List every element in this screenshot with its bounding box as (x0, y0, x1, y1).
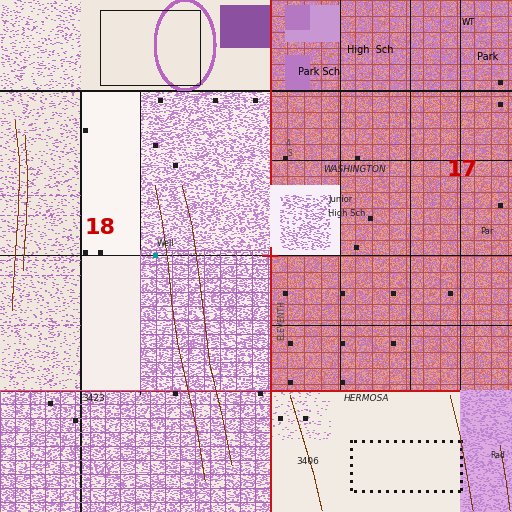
Text: Park: Park (477, 52, 499, 62)
Text: S: S (288, 148, 293, 158)
Text: HERMOSA: HERMOSA (343, 394, 389, 403)
Text: 3423: 3423 (82, 394, 105, 403)
Text: 17: 17 (446, 160, 478, 180)
Text: Well: Well (157, 239, 175, 248)
Text: High  Sch: High Sch (347, 45, 393, 55)
Text: 3406: 3406 (296, 458, 319, 466)
Text: WASHINGTON: WASHINGTON (324, 165, 387, 175)
Text: Junior: Junior (328, 196, 352, 204)
Text: 18: 18 (84, 218, 116, 238)
Text: High Sch: High Sch (328, 209, 366, 219)
Text: WT: WT (462, 18, 475, 27)
Text: Rad: Rad (490, 451, 505, 459)
Text: 4: 4 (286, 139, 291, 147)
Text: ELEVENTH: ELEVENTH (278, 300, 287, 340)
Text: Par: Par (480, 227, 494, 237)
Text: Park Sch: Park Sch (298, 67, 340, 77)
